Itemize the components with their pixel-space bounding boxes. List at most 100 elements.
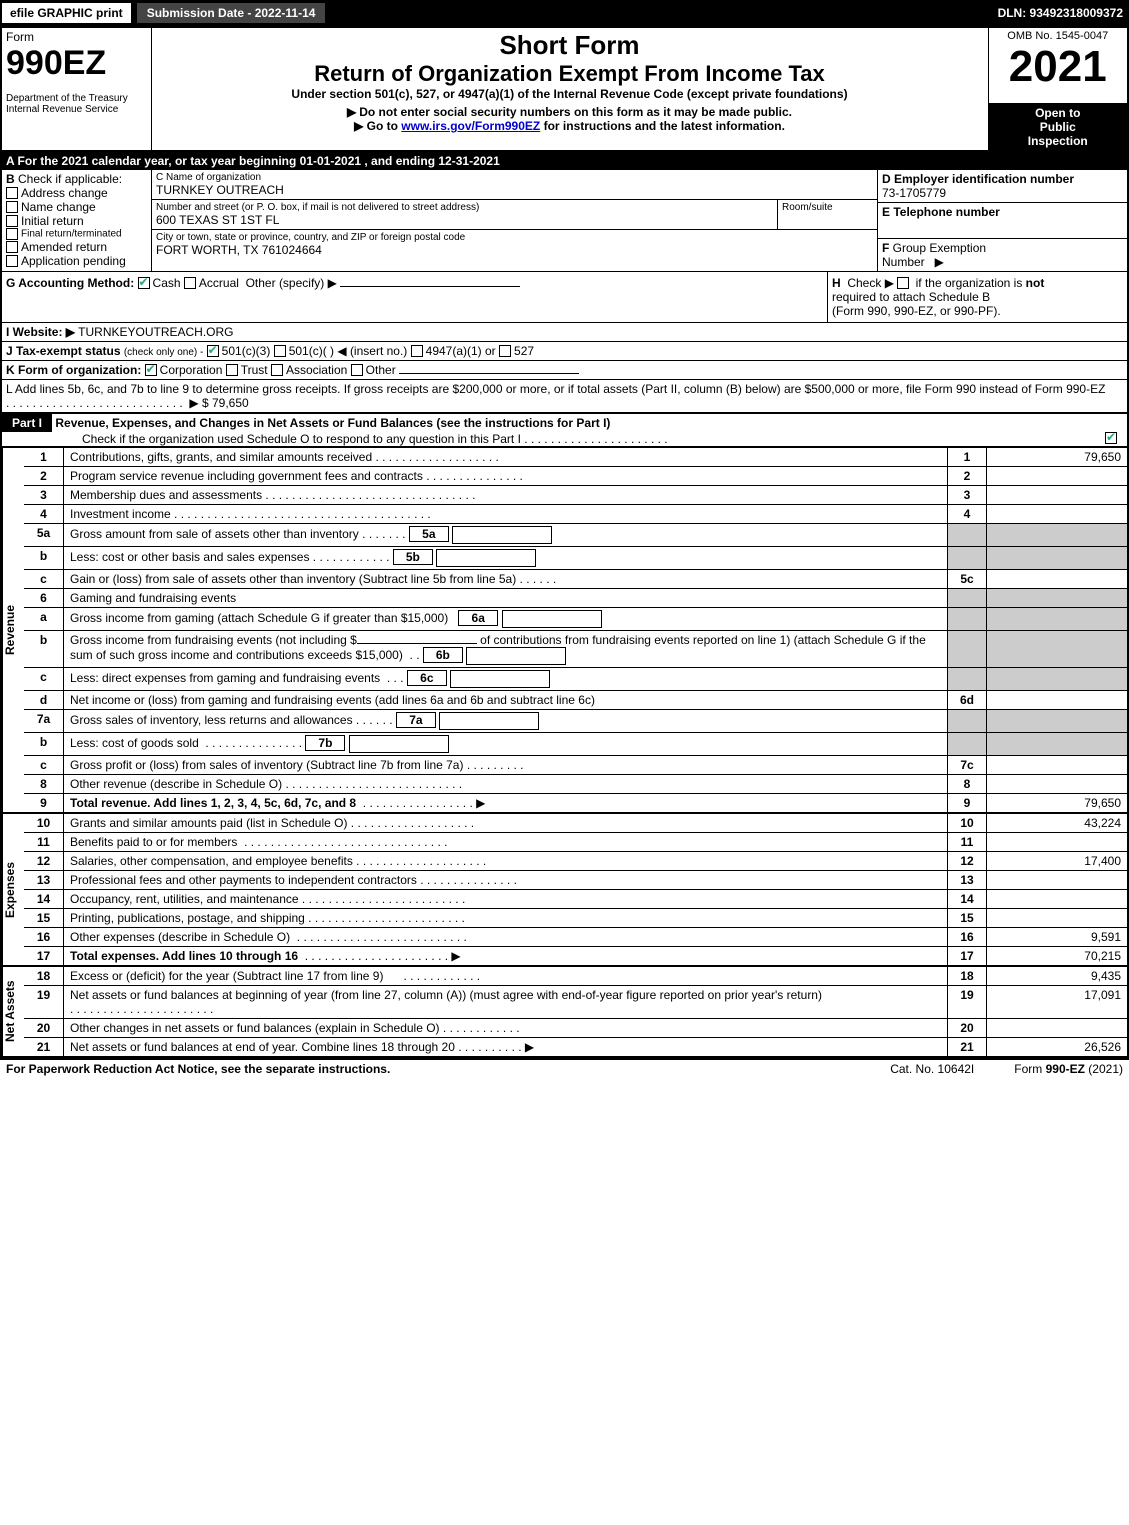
open-to: Open to: [993, 106, 1124, 120]
line-6c-ref: [947, 668, 987, 690]
line-6d-desc: Net income or (loss) from gaming and fun…: [64, 691, 947, 709]
line-10-val: 43,224: [987, 814, 1127, 832]
footer-paperwork: For Paperwork Reduction Act Notice, see …: [6, 1062, 850, 1076]
line-6b-num: b: [24, 631, 64, 667]
opt-application-pending: Application pending: [21, 254, 126, 268]
line-5c-ref: 5c: [947, 570, 987, 588]
line-6c-val: [987, 668, 1127, 690]
line-11-val: [987, 833, 1127, 851]
footer-catno: Cat. No. 10642I: [890, 1062, 974, 1076]
e-label: E Telephone number: [882, 205, 1123, 219]
opt-501c: 501(c)( ) ◀ (insert no.): [289, 344, 408, 358]
line-8-val: [987, 775, 1127, 793]
opt-cash: Cash: [153, 276, 181, 290]
line-17-desc: Total expenses. Add lines 10 through 16 …: [64, 947, 947, 965]
public: Public: [993, 120, 1124, 134]
line-6-val: [987, 589, 1127, 607]
l-arrow: ▶ $: [189, 396, 208, 410]
line-15-desc: Printing, publications, postage, and shi…: [64, 909, 947, 927]
line-14-desc: Occupancy, rent, utilities, and maintena…: [64, 890, 947, 908]
line-8-num: 8: [24, 775, 64, 793]
line-13-val: [987, 871, 1127, 889]
opt-amended-return: Amended return: [21, 240, 107, 254]
line-7a-num: 7a: [24, 710, 64, 732]
form-number: 990EZ: [6, 44, 147, 83]
check-address-change[interactable]: [6, 187, 18, 199]
street-address: 600 TEXAS ST 1ST FL: [156, 213, 773, 227]
check-501c[interactable]: [274, 345, 286, 357]
j-note: (check only one) -: [124, 347, 203, 358]
h-not: not: [1026, 276, 1045, 290]
line-6c-num: c: [24, 668, 64, 690]
website: TURNKEYOUTREACH.ORG: [78, 325, 233, 339]
line-17-ref: 17: [947, 947, 987, 965]
check-name-change[interactable]: [6, 201, 18, 213]
addr-label: Number and street (or P. O. box, if mail…: [156, 202, 773, 213]
line-7c-num: c: [24, 756, 64, 774]
irs-link[interactable]: www.irs.gov/Form990EZ: [401, 119, 540, 133]
line-7b-num: b: [24, 733, 64, 755]
opt-501c3: 501(c)(3): [222, 344, 271, 358]
line-19-desc: Net assets or fund balances at beginning…: [64, 986, 947, 1018]
check-initial-return[interactable]: [6, 215, 18, 227]
line-19-num: 19: [24, 986, 64, 1018]
line-9-desc: Total revenue. Add lines 1, 2, 3, 4, 5c,…: [64, 794, 947, 812]
line-11-desc: Benefits paid to or for members . . . . …: [64, 833, 947, 851]
opt-accrual: Accrual: [199, 276, 239, 290]
check-cash[interactable]: [138, 277, 150, 289]
c-label: C Name of organization: [156, 172, 873, 183]
check-amended-return[interactable]: [6, 241, 18, 253]
check-corporation[interactable]: [145, 364, 157, 376]
check-association[interactable]: [271, 364, 283, 376]
form-header: Form 990EZ Department of the Treasury In…: [0, 26, 1129, 152]
opt-corporation: Corporation: [160, 363, 223, 377]
check-other-org[interactable]: [351, 364, 363, 376]
line-11-ref: 11: [947, 833, 987, 851]
line-14-ref: 14: [947, 890, 987, 908]
efile-label[interactable]: efile GRAPHIC print: [0, 1, 133, 25]
check-schedule-b[interactable]: [897, 277, 909, 289]
check-trust[interactable]: [226, 364, 238, 376]
note-ssn: Do not enter social security numbers on …: [156, 105, 984, 119]
main-title: Return of Organization Exempt From Incom…: [156, 61, 984, 87]
opt-trust: Trust: [241, 363, 268, 377]
line-6a-ref: [947, 608, 987, 630]
check-501c3[interactable]: [207, 345, 219, 357]
line-7b-val: [987, 733, 1127, 755]
footer: For Paperwork Reduction Act Notice, see …: [0, 1058, 1129, 1078]
line-15-ref: 15: [947, 909, 987, 927]
line-1-desc: Contributions, gifts, grants, and simila…: [64, 448, 947, 466]
line-2-desc: Program service revenue including govern…: [64, 467, 947, 485]
section-h: H Check ▶ if the organization is not req…: [827, 272, 1127, 322]
check-4947[interactable]: [411, 345, 423, 357]
line-7a-ref: [947, 710, 987, 732]
line-20-desc: Other changes in net assets or fund bala…: [64, 1019, 947, 1037]
tax-year: 2021: [993, 42, 1124, 92]
line-8-desc: Other revenue (describe in Schedule O) .…: [64, 775, 947, 793]
line-6d-val: [987, 691, 1127, 709]
j-label: J Tax-exempt status: [6, 344, 121, 358]
opt-initial-return: Initial return: [21, 214, 84, 228]
check-schedule-o[interactable]: [1105, 432, 1117, 444]
line-5c-num: c: [24, 570, 64, 588]
line-5c-val: [987, 570, 1127, 588]
h-text2: if the organization is: [916, 276, 1026, 290]
line-8-ref: 8: [947, 775, 987, 793]
netassets-label: Net Assets: [2, 967, 24, 1056]
part1-check-text: Check if the organization used Schedule …: [82, 432, 521, 446]
line-7a-sb: 7a: [396, 712, 436, 728]
check-final-return[interactable]: [6, 228, 18, 240]
line-21-ref: 21: [947, 1038, 987, 1056]
check-application-pending[interactable]: [6, 255, 18, 267]
opt-final-return: Final return/terminated: [21, 228, 122, 239]
line-6b-val: [987, 631, 1127, 667]
d-label: D Employer identification number: [882, 172, 1123, 186]
line-6a-num: a: [24, 608, 64, 630]
line-5a-ref: [947, 524, 987, 546]
inspection: Inspection: [993, 134, 1124, 148]
check-accrual[interactable]: [184, 277, 196, 289]
h-text3: required to attach Schedule B: [832, 290, 990, 304]
opt-other-org: Other: [366, 363, 396, 377]
line-9-ref: 9: [947, 794, 987, 812]
check-527[interactable]: [499, 345, 511, 357]
